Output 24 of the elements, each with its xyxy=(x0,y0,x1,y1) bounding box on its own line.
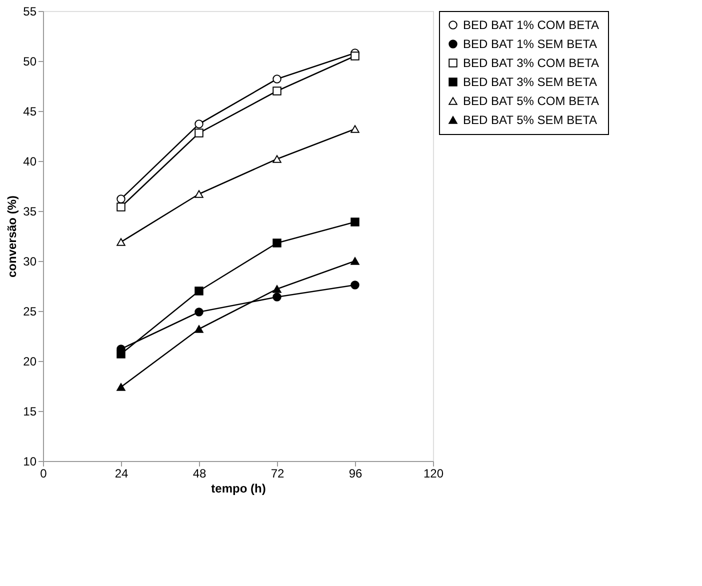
x-tick-label: 72 xyxy=(270,466,284,480)
y-tick-label: 50 xyxy=(23,54,37,68)
y-tick-label: 35 xyxy=(23,204,37,218)
x-tick-label: 120 xyxy=(423,466,444,480)
y-axis-title: conversão (%) xyxy=(5,195,20,278)
legend-label: BED BAT 5% SEM BETA xyxy=(463,113,598,127)
x-tick-label: 24 xyxy=(114,466,128,480)
legend-label: BED BAT 3% COM BETA xyxy=(463,56,600,70)
y-tick-label: 55 xyxy=(23,4,37,18)
x-tick-label: 48 xyxy=(192,466,206,480)
y-tick-label: 10 xyxy=(23,454,37,468)
legend-label: BED BAT 1% COM BETA xyxy=(463,18,600,32)
y-tick-label: 15 xyxy=(23,404,37,418)
legend-label: BED BAT 1% SEM BETA xyxy=(463,37,598,51)
x-tick-label: 0 xyxy=(40,466,48,480)
y-tick-label: 30 xyxy=(23,254,37,268)
y-tick-label: 25 xyxy=(23,304,37,318)
legend-label: BED BAT 3% SEM BETA xyxy=(463,75,598,89)
legend-label: BED BAT 5% COM BETA xyxy=(463,94,600,108)
x-axis-title: tempo (h) xyxy=(211,482,266,496)
y-tick-label: 45 xyxy=(23,104,37,118)
y-tick-label: 20 xyxy=(23,354,37,368)
y-tick-label: 40 xyxy=(23,154,37,168)
x-tick-label: 96 xyxy=(348,466,362,480)
